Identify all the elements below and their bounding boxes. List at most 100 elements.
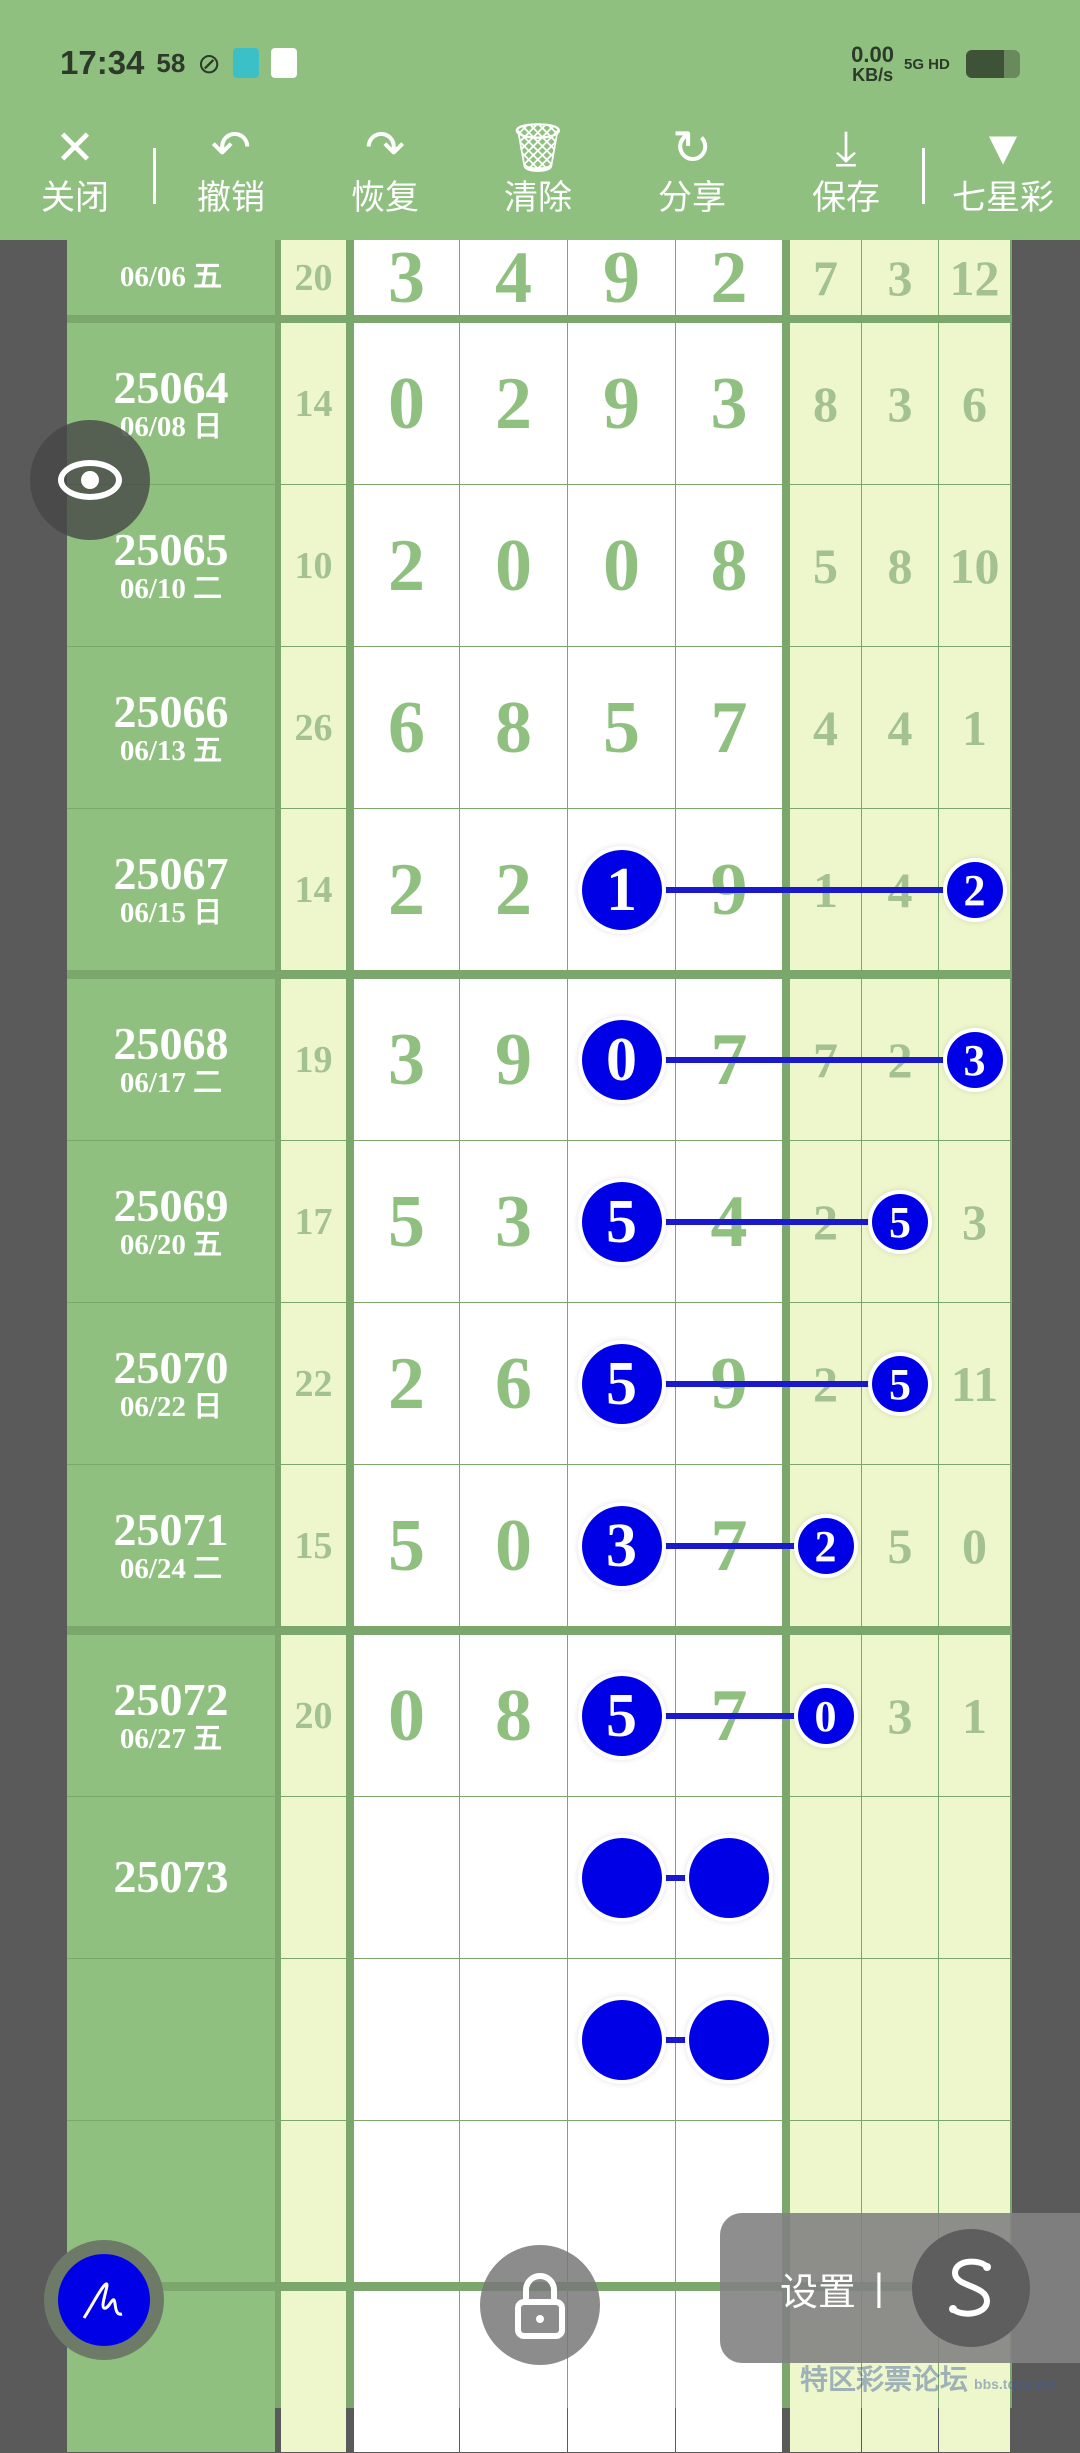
sum-cell[interactable]: 19 xyxy=(281,979,346,1140)
right-digit-cell[interactable]: 4 xyxy=(790,647,861,808)
main-digit-cell[interactable]: 2 xyxy=(460,809,567,970)
right-digit-cell[interactable]: 7 xyxy=(790,240,861,315)
right-digit-cell[interactable]: 0 xyxy=(939,1465,1010,1626)
main-digit-cell[interactable]: 0 xyxy=(568,485,675,646)
main-digit-cell[interactable] xyxy=(354,2121,459,2282)
main-digit-cell[interactable]: 8 xyxy=(460,1635,567,1796)
main-digit-cell[interactable] xyxy=(460,1959,567,2120)
marked-ball[interactable]: 5 xyxy=(581,1344,662,1424)
main-digit-cell[interactable]: 0 xyxy=(460,485,567,646)
settings-button[interactable]: 设置 xyxy=(780,2271,857,2314)
right-digit-cell[interactable]: 3 xyxy=(862,323,938,484)
main-digit-cell[interactable]: 4 xyxy=(460,240,567,315)
main-digit-cell[interactable]: 2 xyxy=(460,323,567,484)
marked-ball[interactable]: 5 xyxy=(872,1356,928,1412)
right-digit-cell[interactable] xyxy=(790,1959,861,2120)
main-digit-cell[interactable]: 2 xyxy=(354,485,459,646)
sum-cell[interactable]: 20 xyxy=(281,240,346,315)
sum-cell[interactable]: 22 xyxy=(281,1303,346,1464)
main-digit-cell[interactable]: 0 xyxy=(354,1635,459,1796)
main-digit-cell[interactable]: 3 xyxy=(354,240,459,315)
right-digit-cell[interactable]: 1 xyxy=(939,1635,1010,1796)
main-digit-cell[interactable]: 5 xyxy=(354,1141,459,1302)
right-digit-cell[interactable] xyxy=(939,1797,1010,1958)
right-digit-cell[interactable]: 6 xyxy=(939,323,1010,484)
sum-cell[interactable]: 14 xyxy=(281,809,346,970)
right-digit-cell[interactable]: 12 xyxy=(939,240,1010,315)
main-digit-cell[interactable]: 2 xyxy=(354,809,459,970)
main-digit-cell[interactable]: 6 xyxy=(460,1303,567,1464)
sum-cell[interactable]: 15 xyxy=(281,1465,346,1626)
main-digit-cell[interactable] xyxy=(354,1959,459,2120)
right-digit-cell[interactable]: 11 xyxy=(939,1303,1010,1464)
main-digit-cell[interactable]: 3 xyxy=(676,323,782,484)
eye-toggle-button[interactable] xyxy=(30,420,150,540)
main-digit-cell[interactable]: 2 xyxy=(676,240,782,315)
right-digit-cell[interactable]: 5 xyxy=(862,1465,938,1626)
right-digit-cell[interactable]: 3 xyxy=(862,240,938,315)
sum-cell[interactable] xyxy=(281,1959,346,2120)
marked-ball[interactable]: 5 xyxy=(581,1676,662,1756)
sum-cell[interactable]: 14 xyxy=(281,323,346,484)
main-digit-cell[interactable]: 2 xyxy=(354,1303,459,1464)
sum-cell[interactable] xyxy=(281,2291,346,2452)
main-digit-cell[interactable] xyxy=(354,2291,459,2452)
marked-ball[interactable]: 2 xyxy=(797,1518,854,1574)
right-digit-cell[interactable]: 5 xyxy=(790,485,861,646)
right-digit-cell[interactable]: 1 xyxy=(939,647,1010,808)
toolbar-button-1[interactable]: ↶ 撤销 xyxy=(171,118,291,217)
pen-button[interactable] xyxy=(44,2240,164,2360)
toolbar-button-6[interactable]: ▼ 七星彩 xyxy=(943,118,1063,217)
sum-cell[interactable] xyxy=(281,1797,346,1958)
right-digit-cell[interactable] xyxy=(862,1797,938,1958)
main-digit-cell[interactable]: 0 xyxy=(460,1465,567,1626)
sum-cell[interactable]: 26 xyxy=(281,647,346,808)
main-digit-cell[interactable]: 9 xyxy=(568,323,675,484)
right-digit-cell[interactable]: 3 xyxy=(862,1635,938,1796)
right-digit-cell[interactable]: 4 xyxy=(862,647,938,808)
toolbar-button-4[interactable]: ↻ 分享 xyxy=(632,118,752,217)
empty-ball[interactable] xyxy=(689,1838,769,1918)
main-digit-cell[interactable]: 6 xyxy=(354,647,459,808)
toolbar-button-3[interactable]: 🗑 清除 xyxy=(478,118,598,217)
marked-ball[interactable]: 0 xyxy=(581,1020,662,1100)
main-digit-cell[interactable]: 5 xyxy=(568,647,675,808)
s-menu-button[interactable] xyxy=(911,2229,1030,2347)
main-digit-cell[interactable]: 7 xyxy=(676,647,782,808)
empty-ball[interactable] xyxy=(581,1838,662,1918)
sum-cell[interactable]: 17 xyxy=(281,1141,346,1302)
right-digit-cell[interactable] xyxy=(862,1959,938,2120)
main-digit-cell[interactable]: 5 xyxy=(354,1465,459,1626)
right-digit-cell[interactable] xyxy=(939,1959,1010,2120)
main-digit-cell[interactable]: 9 xyxy=(460,979,567,1140)
marked-ball[interactable]: 0 xyxy=(797,1688,854,1744)
main-digit-cell[interactable]: 3 xyxy=(460,1141,567,1302)
main-digit-cell[interactable]: 9 xyxy=(568,240,675,315)
marked-ball[interactable]: 1 xyxy=(581,850,662,930)
main-digit-cell[interactable] xyxy=(568,2121,675,2282)
sum-cell[interactable] xyxy=(281,2121,346,2282)
empty-ball[interactable] xyxy=(581,2000,662,2080)
marked-ball[interactable]: 3 xyxy=(946,1032,1003,1088)
right-digit-cell[interactable]: 3 xyxy=(939,1141,1010,1302)
sum-cell[interactable]: 20 xyxy=(281,1635,346,1796)
main-digit-cell[interactable] xyxy=(354,1797,459,1958)
settings-panel[interactable]: 设置 | xyxy=(720,2213,1080,2363)
right-digit-cell[interactable]: 8 xyxy=(862,485,938,646)
lock-button[interactable] xyxy=(480,2245,600,2365)
marked-ball[interactable]: 5 xyxy=(581,1182,662,1262)
main-digit-cell[interactable]: 8 xyxy=(460,647,567,808)
main-digit-cell[interactable]: 0 xyxy=(354,323,459,484)
sum-cell[interactable]: 10 xyxy=(281,485,346,646)
toolbar-button-5[interactable]: ⤓ 保存 xyxy=(786,118,906,217)
right-digit-cell[interactable]: 8 xyxy=(790,323,861,484)
empty-ball[interactable] xyxy=(689,2000,769,2080)
marked-ball[interactable]: 2 xyxy=(946,862,1003,918)
marked-ball[interactable]: 3 xyxy=(581,1506,662,1586)
main-digit-cell[interactable]: 8 xyxy=(676,485,782,646)
main-digit-cell[interactable]: 3 xyxy=(354,979,459,1140)
marked-ball[interactable]: 5 xyxy=(872,1194,928,1250)
toolbar-button-0[interactable]: ✕ 关闭 xyxy=(15,118,135,217)
toolbar-button-2[interactable]: ↷ 恢复 xyxy=(325,118,445,217)
right-digit-cell[interactable]: 10 xyxy=(939,485,1010,646)
